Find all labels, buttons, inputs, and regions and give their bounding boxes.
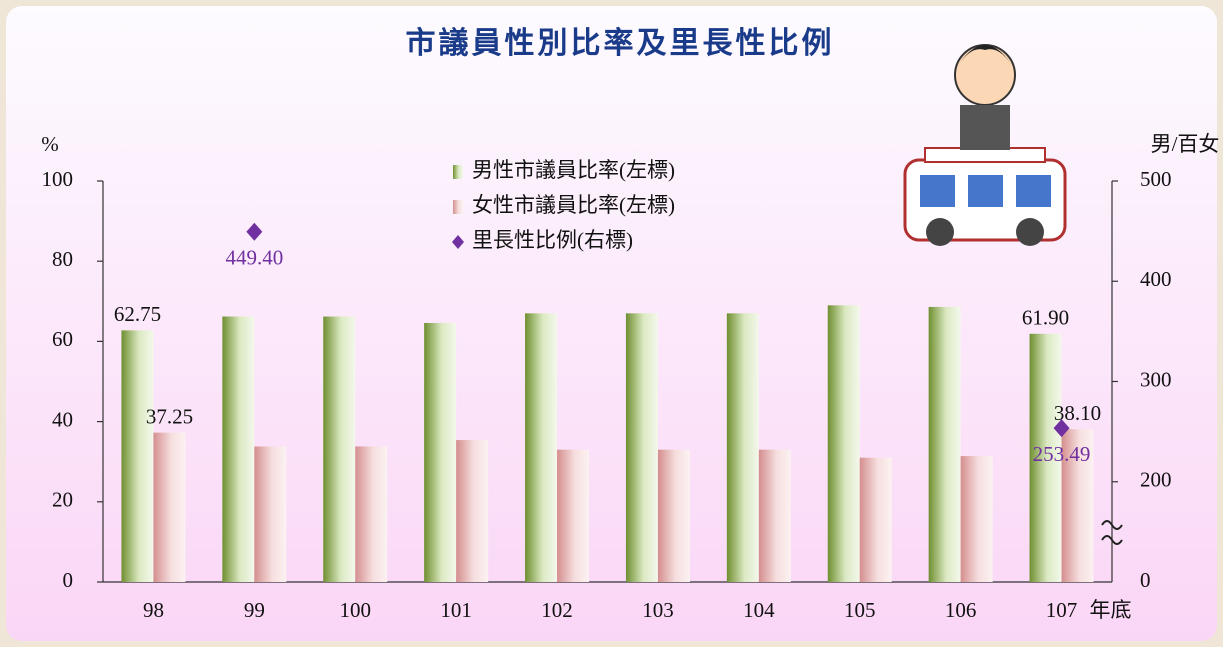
data-label: 61.90 <box>1022 306 1069 330</box>
x-tick-label: 101 <box>440 598 472 622</box>
bar <box>121 330 154 582</box>
y-tick-label: 40 <box>52 407 73 431</box>
bar <box>960 456 993 582</box>
bar <box>1061 429 1094 582</box>
y-tick-label: 60 <box>52 327 73 351</box>
bar <box>657 449 690 582</box>
x-tick-label: 98 <box>143 598 164 622</box>
bar <box>827 305 860 582</box>
bar <box>928 306 961 582</box>
bar <box>726 313 759 582</box>
x-tick-label: 102 <box>541 598 573 622</box>
x-tick-label: 106 <box>945 598 977 622</box>
axis-break <box>1101 520 1123 545</box>
y-axis-label: % <box>41 132 59 156</box>
bar <box>625 313 658 582</box>
bar <box>557 449 590 582</box>
data-label: 37.25 <box>146 404 193 428</box>
y2-tick-label: 500 <box>1140 167 1172 191</box>
x-tick-label: 103 <box>642 598 674 622</box>
legend-label: 女性市議員比率(左標) <box>472 193 675 217</box>
bar <box>424 322 457 582</box>
bar <box>1029 333 1062 582</box>
x-tick-label: 99 <box>244 598 265 622</box>
x-unit-label: 年底 <box>1090 598 1132 622</box>
bar <box>222 316 255 582</box>
diamond <box>246 222 263 241</box>
chart-title: 市議員性別比率及里長性比例 <box>406 26 835 60</box>
y2-break-label: 0 <box>1140 568 1151 592</box>
y-tick-label: 20 <box>52 488 73 512</box>
y2-axis-label: 男/百女 <box>1151 132 1220 156</box>
y-tick-label: 100 <box>42 167 74 191</box>
data-label: 449.40 <box>225 246 283 270</box>
bar <box>323 316 356 582</box>
bar <box>859 457 892 582</box>
legend-marker <box>453 165 463 179</box>
x-tick-label: 104 <box>743 598 775 622</box>
bar <box>355 446 388 582</box>
data-label: 62.75 <box>114 302 161 326</box>
legend-marker <box>452 235 464 249</box>
data-label: 253.49 <box>1033 442 1091 466</box>
bar <box>153 432 186 582</box>
y-tick-label: 80 <box>52 247 73 271</box>
y2-tick-label: 300 <box>1140 367 1172 391</box>
y2-tick-label: 400 <box>1140 267 1172 291</box>
bar <box>758 449 791 582</box>
x-tick-label: 105 <box>844 598 876 622</box>
bar <box>456 440 489 582</box>
bar <box>254 446 287 582</box>
legend-marker <box>453 200 463 214</box>
x-tick-label: 107 <box>1046 598 1078 622</box>
bar <box>525 313 558 582</box>
legend-label: 里長性比例(右標) <box>472 228 633 252</box>
diamond <box>1053 419 1070 438</box>
x-tick-label: 100 <box>340 598 372 622</box>
y2-tick-label: 200 <box>1140 468 1172 492</box>
illustration <box>903 44 1067 246</box>
legend-label: 男性市議員比率(左標) <box>472 158 675 182</box>
y-tick-label: 0 <box>63 568 74 592</box>
